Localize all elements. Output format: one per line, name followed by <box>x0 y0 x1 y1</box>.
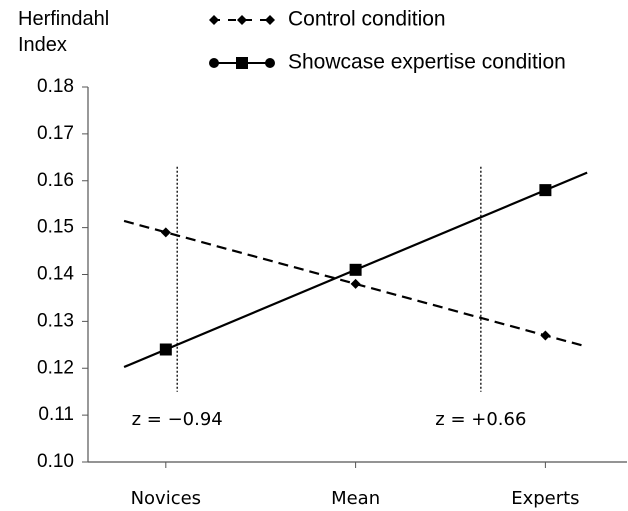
annotation: z = −0.94 <box>132 409 223 430</box>
legend-label: Control condition <box>288 8 446 31</box>
y-tick-label: 0.12 <box>37 357 74 378</box>
x-tick-label: Novices <box>131 488 201 509</box>
y-tick-label: 0.17 <box>37 123 74 144</box>
y-tick-label: 0.16 <box>37 170 74 191</box>
legend-marker <box>236 57 248 69</box>
y-tick-label: 0.13 <box>37 310 74 331</box>
point <box>539 184 552 197</box>
y-tick-label: 0.14 <box>37 264 74 285</box>
y-tick-label: 0.10 <box>37 451 74 472</box>
annotation: z = +0.66 <box>435 409 526 430</box>
point <box>160 227 171 238</box>
y-tick-label: 0.11 <box>38 404 74 425</box>
point <box>349 263 362 276</box>
y-axis-label: Herfindahl Index <box>18 8 110 56</box>
point <box>159 343 172 356</box>
point <box>350 278 361 289</box>
legend-marker <box>265 15 275 25</box>
y-tick-label: 0.18 <box>37 76 74 97</box>
legend-marker <box>265 58 275 68</box>
x-tick-label: Mean <box>331 488 380 509</box>
x-tick-label: Experts <box>511 488 579 509</box>
legend-marker <box>237 15 247 25</box>
point <box>540 330 551 341</box>
legend-marker <box>209 58 219 68</box>
y-tick-label: 0.15 <box>37 217 74 238</box>
legend-marker <box>209 15 219 25</box>
legend-label: Showcase expertise condition <box>288 51 566 74</box>
